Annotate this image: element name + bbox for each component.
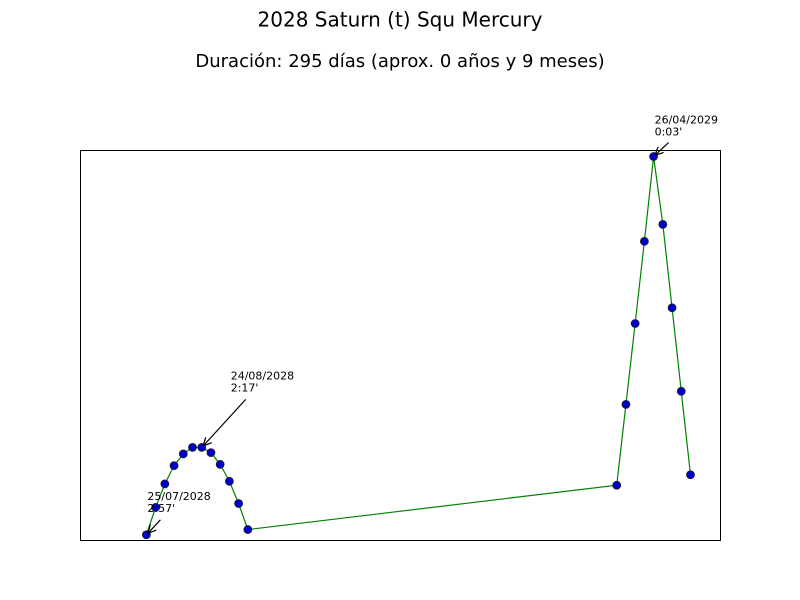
data-point (234, 499, 244, 508)
annotation-date: 25/07/2028 (147, 490, 210, 503)
chart-subtitle: Duración: 295 días (aprox. 0 años y 9 me… (195, 51, 604, 72)
annotation-arrow (656, 142, 670, 155)
data-point (639, 236, 649, 246)
data-point (188, 442, 197, 452)
annotation-label: 2:17' (231, 381, 259, 394)
data-point (676, 386, 686, 396)
annotation-arrow (148, 519, 161, 533)
data-point (151, 502, 161, 512)
annotation-date: 24/08/2028 (231, 369, 294, 382)
data-point (686, 470, 695, 480)
data-point (160, 479, 170, 489)
data-point (206, 448, 216, 458)
annotation-label: 2:57' (147, 502, 175, 515)
data-point (621, 399, 631, 409)
annotation-date: 26/04/2029 (655, 114, 718, 127)
data-point (667, 303, 677, 313)
data-point (630, 319, 640, 328)
annotation-arrow (204, 398, 247, 445)
data-point (224, 476, 234, 486)
data-point (215, 459, 225, 469)
data-point (178, 449, 188, 459)
data-point (658, 219, 668, 229)
plot-frame (80, 150, 721, 541)
data-point (243, 525, 253, 534)
chart-title: 2028 Saturn (t) Squ Mercury (258, 8, 543, 32)
annotation-label: 0:03' (655, 126, 683, 139)
data-point (169, 461, 179, 471)
data-point (612, 480, 622, 490)
